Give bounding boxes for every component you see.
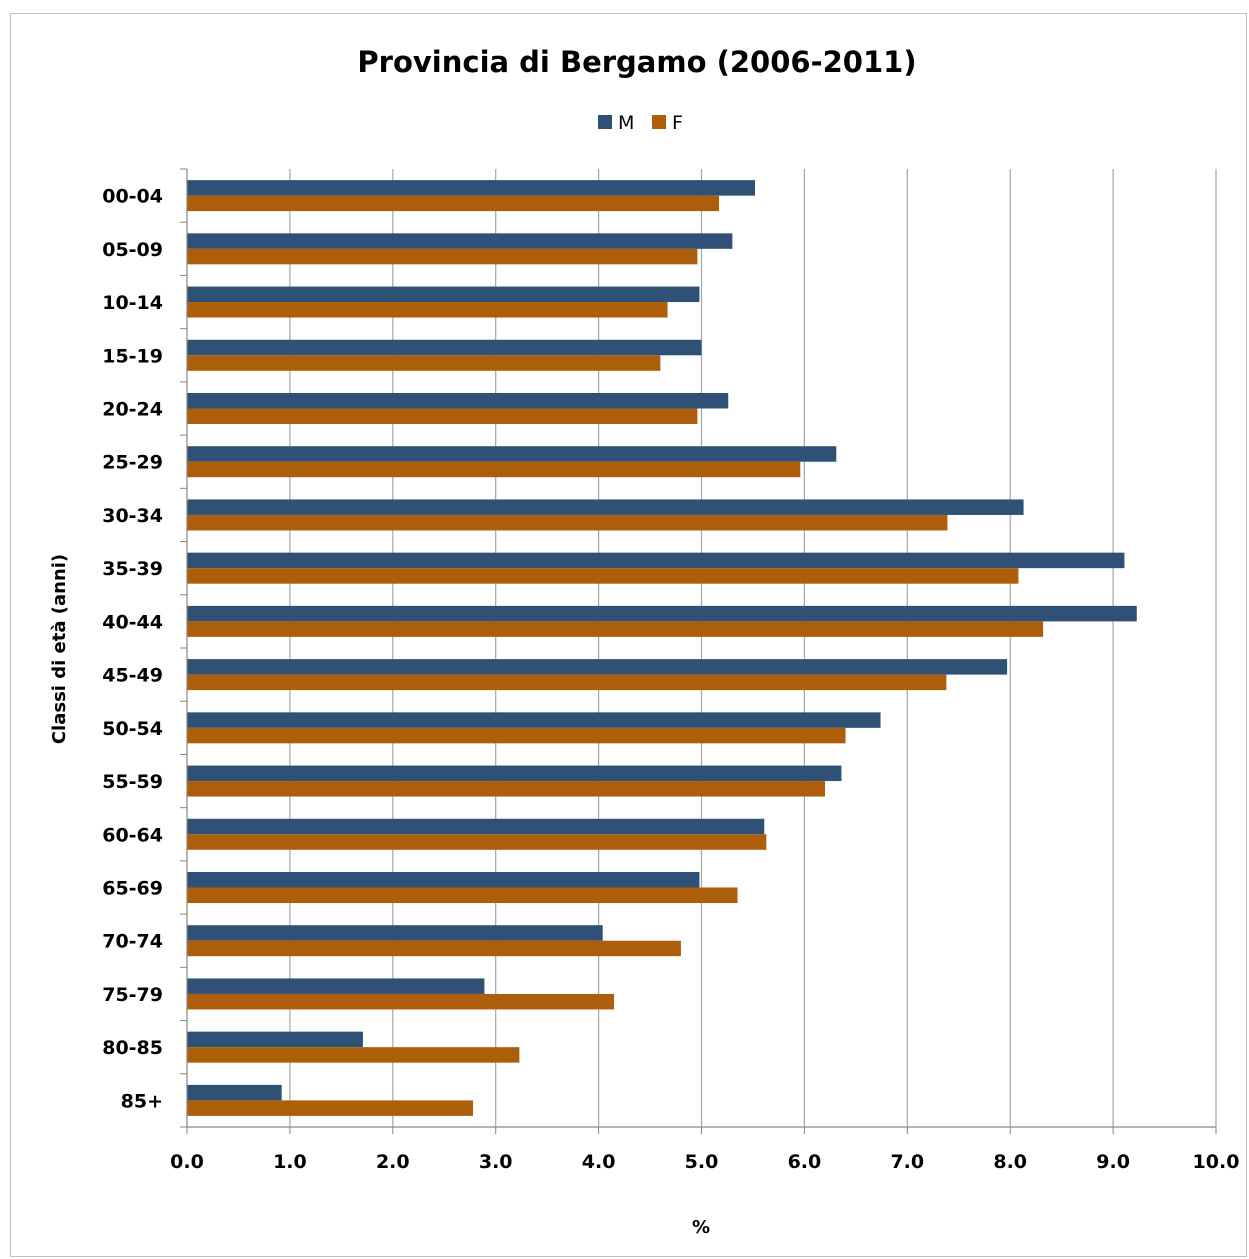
x-tick-label: 7.0 [890,1151,924,1173]
bar-f-10-14 [187,302,668,318]
bar-f-75-79 [187,993,615,1010]
legend: M F [598,112,683,134]
category-label: 50-54 [102,718,163,740]
tick-labels: 0.0 1.0 2.0 3.0 4.0 5.0 6.0 7.0 8.0 9.0 10.0 [170,1151,1239,1173]
category-label: 35-39 [102,558,163,580]
bar-f-85+ [187,1100,474,1116]
bars [187,180,1137,1116]
x-tick-label: 3.0 [479,1151,513,1173]
x-tick-label: 6.0 [788,1151,822,1173]
bar-f-70-74 [187,940,681,957]
category-label: 55-59 [102,771,163,793]
bar-f-55-59 [187,781,825,797]
bar-m-55-59 [187,765,842,782]
bar-f-60-64 [187,834,767,850]
category-label: 75-79 [102,984,163,1006]
category-label: 40-44 [102,611,163,633]
bar-m-00-04 [187,180,756,196]
bar-m-25-29 [187,446,837,462]
legend-label-f: F [672,112,683,134]
bar-m-35-39 [187,552,1125,569]
x-axis-title: % [692,1217,710,1238]
bar-m-50-54 [187,712,881,728]
bar-m-45-49 [187,659,1008,675]
bar-f-50-54 [187,727,846,744]
category-label: 00-04 [102,186,163,208]
x-tick-label: 9.0 [1096,1151,1130,1173]
category-label: 70-74 [102,931,163,953]
bar-f-65-69 [187,887,738,903]
category-label: 30-34 [102,505,163,527]
bar-f-25-29 [187,461,801,478]
category-label: 25-29 [102,452,163,474]
gridlines [186,169,1217,1134]
chart-title: Provincia di Bergamo (2006-2011) [357,45,916,79]
bar-f-30-34 [187,514,948,531]
axes [180,168,1216,1128]
category-label: 60-64 [102,824,163,846]
category-label: 45-49 [102,665,163,687]
x-tick-label: 1.0 [273,1151,307,1173]
bar-m-40-44 [187,605,1137,622]
bar-m-20-24 [187,393,729,409]
x-tick-label: 0.0 [170,1151,204,1173]
bar-m-10-14 [187,286,700,303]
bar-f-00-04 [187,195,719,212]
category-label: 05-09 [102,239,163,261]
bar-f-45-49 [187,674,947,691]
category-label: 20-24 [102,399,163,421]
bar-f-05-09 [187,248,698,265]
bar-f-80-85 [187,1047,520,1063]
category-label: 10-14 [102,292,163,314]
bar-m-60-64 [187,818,765,835]
bar-m-05-09 [187,233,733,249]
bar-m-15-19 [187,339,702,356]
x-tick-label: 4.0 [582,1151,616,1173]
bar-m-70-74 [187,925,603,941]
chart-frame [10,13,1247,1257]
x-tick-label: 2.0 [376,1151,410,1173]
bar-m-30-34 [187,499,1024,515]
x-tick-label: 10.0 [1193,1151,1240,1173]
bar-m-75-79 [187,978,485,994]
y-axis-title: Classi di età (anni) [49,554,70,744]
x-tick-label: 5.0 [685,1151,719,1173]
category-label: 85+ [121,1090,163,1112]
category-label: 80-85 [102,1037,163,1059]
bar-f-20-24 [187,408,698,424]
legend-swatch-m [598,115,612,129]
bar-f-35-39 [187,568,1019,584]
x-tick-label: 8.0 [993,1151,1027,1173]
bar-f-40-44 [187,621,1044,637]
category-label: 65-69 [102,878,163,900]
bar-f-15-19 [187,355,661,371]
bar-m-80-85 [187,1031,363,1048]
legend-swatch-f [652,115,666,129]
bar-m-65-69 [187,872,700,888]
bar-m-85+ [187,1084,282,1101]
category-labels: 00-04 05-09 10-14 15-19 20-24 25-29 30-34 35-39… [102,186,163,1113]
category-label: 15-19 [102,345,163,367]
legend-label-m: M [618,112,634,134]
